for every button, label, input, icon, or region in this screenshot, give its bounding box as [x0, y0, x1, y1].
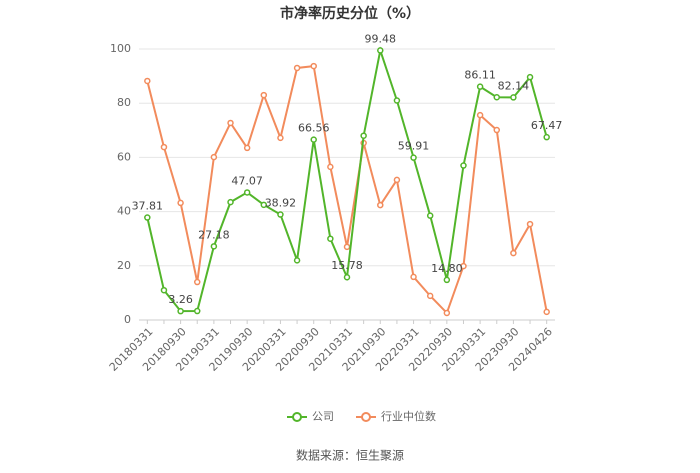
legend-item[interactable]: 行业中位数 — [356, 409, 436, 423]
data-point — [377, 47, 384, 54]
data-point — [460, 262, 467, 270]
data-label: 14.80 — [431, 262, 463, 275]
data-point — [443, 309, 451, 317]
data-point — [543, 133, 550, 141]
data-point — [360, 132, 367, 139]
y-tick-label: 0 — [124, 313, 131, 326]
data-point — [243, 189, 251, 196]
data-label: 66.56 — [298, 122, 330, 135]
data-label: 67.47 — [531, 119, 563, 132]
y-tick-label: 40 — [117, 205, 131, 218]
legend-marker — [361, 412, 371, 422]
data-point — [493, 126, 501, 134]
data-point — [410, 154, 417, 161]
data-point — [243, 144, 251, 152]
data-point — [393, 176, 401, 184]
data-point — [426, 292, 434, 300]
data-point — [177, 307, 184, 315]
data-point — [160, 143, 168, 151]
data-label: 59.91 — [398, 140, 430, 153]
data-point — [210, 153, 218, 161]
legend-marker — [292, 412, 302, 422]
y-tick-label: 60 — [117, 150, 131, 163]
data-label: 38.92 — [265, 197, 297, 210]
data-point — [193, 278, 201, 286]
data-point — [277, 211, 284, 218]
data-label: 27.18 — [198, 228, 230, 241]
data-point — [493, 93, 501, 101]
data-label: 3.26 — [168, 293, 193, 306]
data-point — [393, 97, 401, 104]
data-point — [343, 273, 351, 281]
data-point — [526, 73, 534, 81]
data-point — [144, 214, 151, 221]
source-note: 数据来源：恒生聚源 — [296, 448, 404, 463]
data-point — [510, 249, 517, 257]
y-tick-label: 20 — [117, 259, 131, 272]
legend-item[interactable]: 公司 — [287, 410, 334, 423]
data-point — [410, 273, 417, 281]
data-point — [343, 243, 351, 251]
data-point — [293, 257, 301, 264]
data-point — [260, 201, 268, 209]
legend-label: 公司 — [312, 410, 334, 423]
data-point — [177, 199, 184, 207]
data-point — [377, 201, 384, 209]
data-point — [327, 235, 334, 242]
data-point — [310, 62, 317, 70]
data-point — [193, 307, 201, 315]
data-point — [327, 163, 334, 171]
y-tick-label: 80 — [117, 96, 131, 109]
data-point — [476, 111, 484, 119]
data-point — [144, 77, 151, 85]
data-point — [310, 136, 317, 143]
data-point — [476, 83, 484, 90]
data-point — [293, 64, 301, 72]
data-label: 99.48 — [365, 32, 397, 45]
data-point — [510, 94, 517, 101]
data-point — [160, 286, 168, 294]
y-tick-label: 100 — [110, 42, 131, 55]
data-point — [543, 308, 550, 316]
data-point — [443, 276, 451, 284]
chart-title: 市净率历史分位（%） — [280, 5, 420, 22]
data-point — [526, 220, 534, 228]
data-label: 82.14 — [498, 79, 530, 92]
data-point — [210, 243, 218, 250]
data-point — [426, 212, 434, 219]
legend-label: 行业中位数 — [381, 409, 436, 423]
data-label: 86.11 — [464, 69, 496, 82]
data-point — [227, 198, 234, 206]
data-point — [460, 162, 467, 169]
data-label: 15.78 — [331, 259, 363, 272]
data-label: 37.81 — [132, 200, 164, 213]
data-label: 47.07 — [231, 174, 263, 187]
data-point — [277, 134, 284, 142]
data-point — [260, 91, 268, 99]
data-point — [227, 119, 234, 127]
